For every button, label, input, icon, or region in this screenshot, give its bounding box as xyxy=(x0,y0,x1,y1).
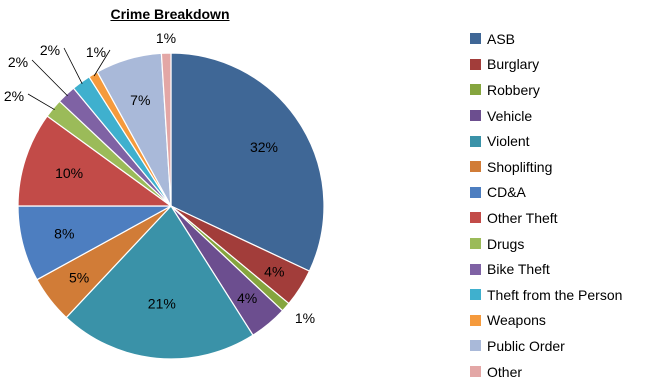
legend-item: Bike Theft xyxy=(470,256,654,282)
legend-label: Other Theft xyxy=(487,209,558,226)
legend-swatch xyxy=(470,58,481,70)
legend-swatch xyxy=(470,186,481,198)
legend-swatch xyxy=(470,212,481,224)
legend-item: CD&A xyxy=(470,180,654,206)
legend-label: Bike Theft xyxy=(487,261,550,278)
legend-swatch xyxy=(470,314,481,326)
data-label: 1% xyxy=(156,30,176,46)
data-label: 21% xyxy=(148,296,176,312)
legend-item: Vehicle xyxy=(470,103,654,129)
legend-label: Public Order xyxy=(487,337,565,354)
legend-item: Robbery xyxy=(470,77,654,103)
legend-label: Drugs xyxy=(487,235,525,252)
legend-label: Vehicle xyxy=(487,107,533,124)
legend-item: Shoplifting xyxy=(470,154,654,180)
legend-label: Burglary xyxy=(487,56,540,73)
legend-item: Theft from the Person xyxy=(470,282,654,308)
data-label: 32% xyxy=(250,139,278,155)
legend-swatch xyxy=(470,263,481,275)
legend-item: Other Theft xyxy=(470,205,654,231)
data-label: 2% xyxy=(4,88,24,104)
data-label: 10% xyxy=(55,165,83,181)
legend-swatch xyxy=(470,238,481,250)
legend-label: Robbery xyxy=(487,81,540,98)
legend-swatch xyxy=(470,366,481,378)
leader-line xyxy=(63,47,83,84)
legend-swatch xyxy=(470,33,481,45)
legend-label: Shoplifting xyxy=(487,158,553,175)
pie-chart: 32% 4% 1% 4% 21% 5% 8% 10% 2% 2% 2% 1% 7% 1% xyxy=(4,30,325,360)
legend-item: ASB xyxy=(470,26,654,52)
legend-swatch xyxy=(470,340,481,352)
legend-item: Drugs xyxy=(470,231,654,257)
pie-slice-asb xyxy=(170,52,325,272)
leader-line xyxy=(27,93,55,111)
legend-swatch xyxy=(470,135,481,147)
legend-item: Other xyxy=(470,359,654,384)
data-label: 1% xyxy=(295,310,315,326)
data-labels: 32% 4% 1% 4% 21% 5% 8% 10% 2% 2% 2% 1% 7% 1% xyxy=(4,30,315,326)
data-label: 5% xyxy=(69,269,89,285)
leader-line xyxy=(31,59,68,97)
pie-slice-other xyxy=(160,52,172,207)
legend-item: Weapons xyxy=(470,308,654,334)
leader-line xyxy=(93,49,111,77)
pie-slice-violent xyxy=(65,205,254,360)
legend-swatch xyxy=(470,289,481,301)
legend-item: Public Order xyxy=(470,333,654,359)
legend-label: Other xyxy=(487,363,523,380)
legend: ASB Burglary Robbery Vehicle Violent Shoplift… xyxy=(470,26,654,384)
data-label: 2% xyxy=(8,54,28,70)
data-label: 1% xyxy=(86,44,106,60)
legend-label: Violent xyxy=(487,133,530,150)
legend-label: ASB xyxy=(487,30,516,47)
data-label: 8% xyxy=(54,225,74,241)
legend-label: Theft from the Person xyxy=(487,286,623,303)
chart-title: Crime Breakdown xyxy=(110,6,230,22)
legend-swatch xyxy=(470,84,481,96)
data-label: 7% xyxy=(130,92,150,108)
legend-item: Burglary xyxy=(470,52,654,78)
legend-item: Violent xyxy=(470,128,654,154)
legend-label: Weapons xyxy=(487,312,546,329)
data-label: 2% xyxy=(40,42,60,58)
legend-swatch xyxy=(470,110,481,122)
legend-swatch xyxy=(470,161,481,173)
data-label: 4% xyxy=(237,290,257,306)
pie-slice-other-theft xyxy=(17,115,173,207)
legend-label: CD&A xyxy=(487,184,526,201)
data-label: 4% xyxy=(264,264,284,280)
leader-lines xyxy=(27,47,111,111)
pie-slices xyxy=(17,52,325,360)
